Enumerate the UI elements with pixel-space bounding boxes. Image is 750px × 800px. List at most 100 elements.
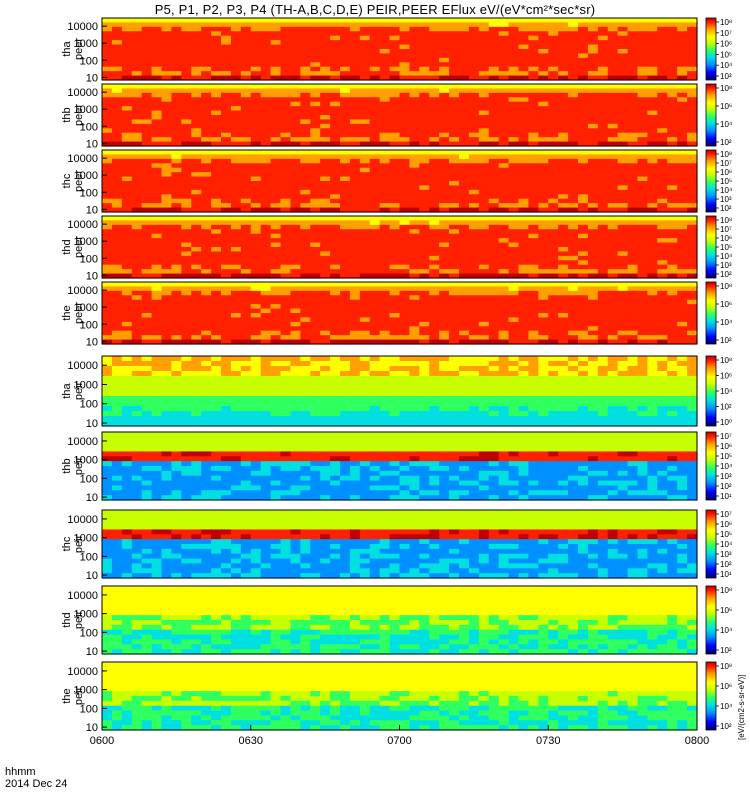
heatmap-cell — [429, 150, 440, 156]
heatmap-cell — [250, 391, 262, 397]
heatmap-cell — [449, 224, 460, 230]
heatmap-cell — [667, 282, 678, 288]
heatmap-cell — [359, 264, 371, 270]
heatmap-cell — [310, 386, 321, 392]
heatmap-cell — [637, 44, 649, 50]
heatmap-cell — [548, 376, 559, 382]
heatmap-cell — [320, 356, 331, 362]
heatmap-cell — [587, 295, 599, 301]
heatmap-cell — [568, 75, 579, 81]
heatmap-cell — [102, 339, 113, 345]
colorbar-tha-peer — [705, 17, 717, 81]
heatmap-cell — [667, 269, 678, 275]
heatmap-cell — [230, 273, 242, 279]
heatmap-cell — [498, 238, 510, 244]
heatmap-cell — [587, 123, 599, 129]
heatmap-cell — [518, 286, 530, 292]
heatmap-cell — [439, 106, 450, 112]
heatmap-cell — [181, 386, 192, 392]
heatmap-cell — [597, 313, 609, 319]
heatmap-cell — [340, 101, 351, 107]
heatmap-cell — [250, 224, 262, 230]
heatmap-cell — [419, 53, 430, 59]
heatmap-cell — [687, 247, 698, 253]
heatmap-cell — [181, 137, 192, 143]
heatmap-cell — [478, 167, 490, 173]
heatmap-cell — [102, 273, 113, 279]
heatmap-cell — [300, 366, 311, 372]
heatmap-cell — [240, 163, 252, 169]
heatmap-cell — [141, 66, 153, 72]
heatmap-cell — [161, 194, 173, 200]
heatmap-cell — [518, 57, 530, 63]
heatmap-cell — [687, 386, 698, 392]
heatmap-cell — [449, 220, 460, 226]
heatmap-cell — [389, 128, 401, 134]
heatmap-cell — [647, 308, 658, 314]
heatmap-cell — [468, 158, 480, 164]
heatmap-cell — [151, 150, 163, 156]
heatmap-cell — [270, 326, 282, 332]
heatmap-cell — [597, 391, 609, 397]
heatmap-cell — [171, 216, 182, 222]
heatmap-cell — [568, 339, 579, 345]
heatmap-cell — [181, 371, 192, 377]
heatmap-cell — [121, 356, 133, 362]
heatmap-cell — [151, 406, 163, 412]
heatmap-cell — [578, 198, 589, 204]
heatmap-cell — [558, 381, 569, 387]
heatmap-cell — [657, 286, 668, 292]
heatmap-cell — [677, 371, 688, 377]
heatmap-cell — [201, 62, 212, 68]
heatmap-cell — [478, 22, 490, 28]
heatmap-cell — [399, 203, 411, 209]
heatmap-cell — [201, 75, 212, 81]
heatmap-cell — [201, 97, 212, 103]
heatmap-cell — [488, 18, 500, 24]
heatmap-cell — [399, 172, 411, 178]
heatmap-cell — [528, 238, 539, 244]
heatmap-cell — [151, 163, 163, 169]
heatmap-cell — [667, 406, 678, 412]
heatmap-cell — [141, 304, 153, 310]
heatmap-cell — [409, 224, 420, 230]
heatmap-cell — [369, 71, 381, 77]
heatmap-cell — [260, 330, 272, 336]
heatmap-cell — [201, 371, 212, 377]
heatmap-cell — [578, 194, 589, 200]
heatmap-cell — [528, 35, 539, 41]
heatmap-cell — [637, 150, 649, 156]
heatmap-cell — [240, 207, 252, 213]
heatmap-cell — [399, 220, 411, 226]
heatmap-cell — [568, 233, 579, 239]
heatmap-cell — [121, 290, 133, 296]
heatmap-cell — [419, 273, 430, 279]
heatmap-cell — [181, 224, 192, 230]
heatmap-cell — [240, 269, 252, 275]
heatmap-cell — [201, 66, 212, 72]
heatmap-cell — [211, 141, 222, 147]
heatmap-cell — [240, 356, 252, 362]
heatmap-cell — [578, 189, 589, 195]
heatmap-cell — [141, 88, 153, 94]
heatmap-cell — [280, 110, 292, 116]
heatmap-cell — [459, 321, 470, 327]
heatmap-cell — [399, 282, 411, 288]
heatmap-cell — [617, 167, 629, 173]
heatmap-cell — [121, 376, 133, 382]
heatmap-cell — [181, 49, 192, 55]
heatmap-cell — [280, 286, 292, 292]
heatmap-cell — [102, 406, 113, 412]
heatmap-cell — [578, 62, 589, 68]
heatmap-cell — [657, 396, 668, 402]
heatmap-cell — [280, 176, 292, 182]
heatmap-cell — [478, 26, 490, 32]
heatmap-cell — [201, 216, 212, 222]
heatmap-cell — [201, 194, 212, 200]
heatmap-cell — [607, 295, 619, 301]
heatmap-cell — [211, 53, 222, 59]
heatmap-cell — [627, 269, 639, 275]
heatmap-cell — [221, 356, 232, 362]
heatmap-cell — [211, 123, 222, 129]
heatmap-cell — [617, 238, 629, 244]
